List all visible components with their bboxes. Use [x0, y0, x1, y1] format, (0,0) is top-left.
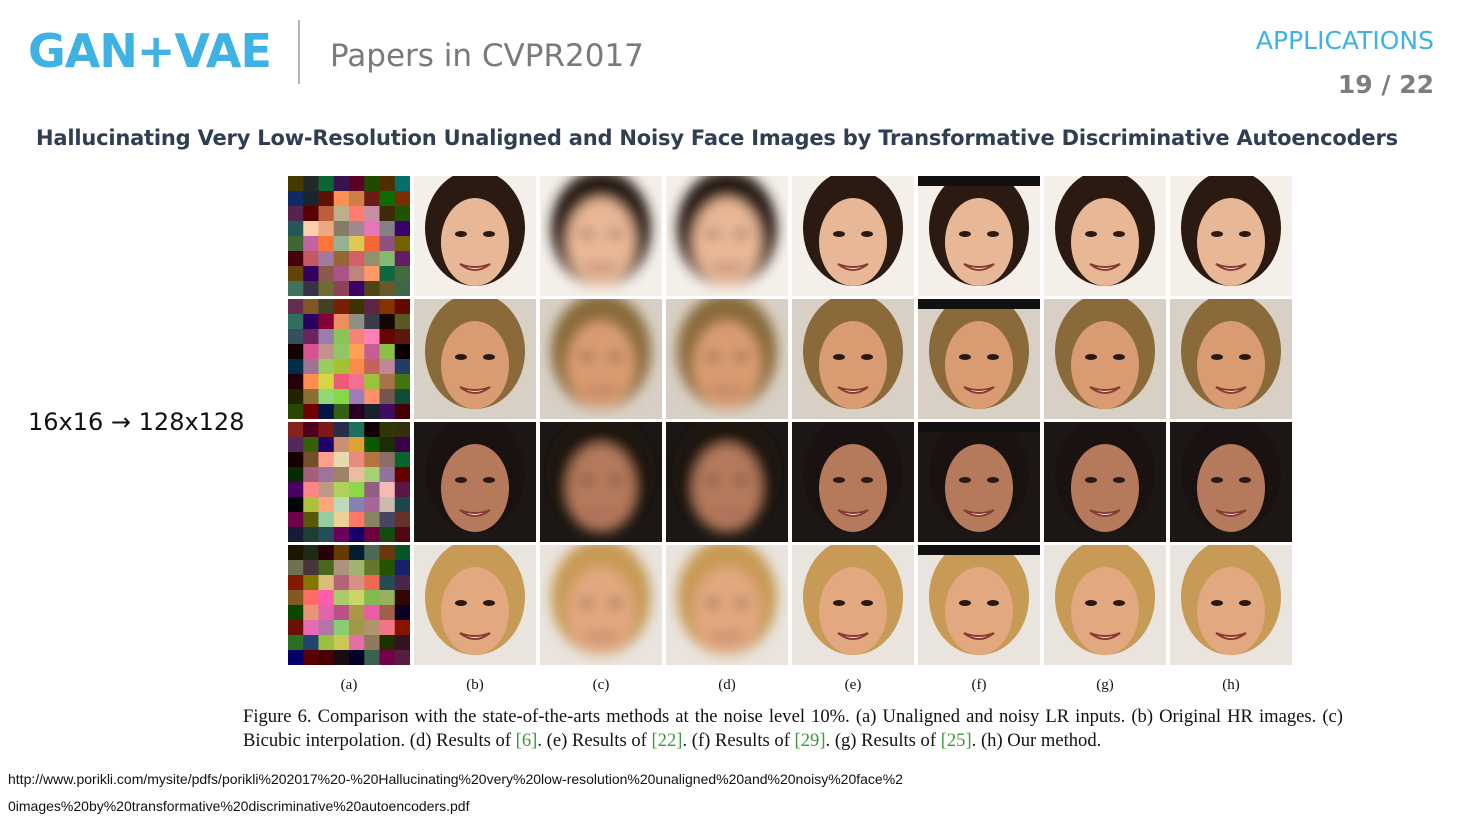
face-thumbnail — [540, 545, 662, 665]
face-thumbnail — [792, 422, 914, 542]
face-thumbnail — [414, 176, 536, 296]
face-thumbnail — [1044, 176, 1166, 296]
face-thumbnail — [1170, 299, 1292, 419]
face-thumbnail — [1170, 545, 1292, 665]
column-label: (a) — [340, 677, 358, 693]
column-labels: (a) (b) (c) (d) (e) (f) (g) (h) — [288, 677, 1290, 694]
face-thumbnail — [288, 545, 410, 665]
face-thumbnail — [288, 176, 410, 296]
column-label: (g) — [1096, 677, 1114, 693]
header-divider — [298, 20, 300, 84]
resolution-note: 16x16 → 128x128 — [28, 408, 245, 436]
face-thumbnail — [666, 422, 788, 542]
citation-link[interactable]: [29] — [794, 730, 826, 751]
face-thumbnail — [792, 299, 914, 419]
citation-link[interactable]: [6] — [515, 730, 538, 751]
face-thumbnail — [1044, 545, 1166, 665]
column-label: (c) — [592, 677, 610, 693]
section-label: APPLICATIONS — [1255, 26, 1434, 55]
caption-text: . (e) Results of — [537, 730, 652, 751]
caption-text: . (f) Results of — [682, 730, 795, 751]
face-thumbnail — [1044, 422, 1166, 542]
face-thumbnail — [918, 299, 1040, 419]
face-thumbnail — [666, 299, 788, 419]
face-thumbnail — [1170, 422, 1292, 542]
face-thumbnail — [414, 422, 536, 542]
face-thumbnail — [792, 545, 914, 665]
face-thumbnail — [414, 299, 536, 419]
column-label: (b) — [466, 677, 484, 693]
face-thumbnail — [414, 545, 536, 665]
slide-subtitle: Papers in CVPR2017 — [330, 38, 644, 74]
face-thumbnail — [918, 176, 1040, 296]
caption-text: . (h) Our method. — [971, 730, 1102, 751]
face-thumbnail — [918, 545, 1040, 665]
face-thumbnail — [288, 299, 410, 419]
face-thumbnail — [666, 176, 788, 296]
face-thumbnail — [1170, 176, 1292, 296]
paper-title: Hallucinating Very Low-Resolution Unalig… — [36, 126, 1398, 150]
figure-caption: Figure 6. Comparison with the state-of-t… — [243, 705, 1343, 753]
face-thumbnail — [1044, 299, 1166, 419]
source-url-link[interactable]: http://www.porikli.com/mysite/pdfs/porik… — [8, 771, 903, 814]
face-comparison-grid — [288, 176, 1292, 666]
column-label: (h) — [1222, 677, 1240, 693]
citation-link[interactable]: [25] — [940, 730, 972, 751]
caption-text: . (g) Results of — [825, 730, 941, 751]
column-label: (e) — [844, 677, 862, 693]
brand-title: GAN+VAE — [28, 24, 272, 78]
citation-link[interactable]: [22] — [651, 730, 683, 751]
face-thumbnail — [666, 545, 788, 665]
face-thumbnail — [540, 299, 662, 419]
face-thumbnail — [288, 422, 410, 542]
column-label: (f) — [971, 677, 987, 693]
page-counter: 19 / 22 — [1337, 70, 1434, 99]
face-thumbnail — [540, 422, 662, 542]
face-thumbnail — [918, 422, 1040, 542]
column-label: (d) — [718, 677, 736, 693]
face-thumbnail — [540, 176, 662, 296]
face-thumbnail — [792, 176, 914, 296]
caption-text: Figure 6. Comparison with the state-of-t… — [243, 706, 1343, 751]
